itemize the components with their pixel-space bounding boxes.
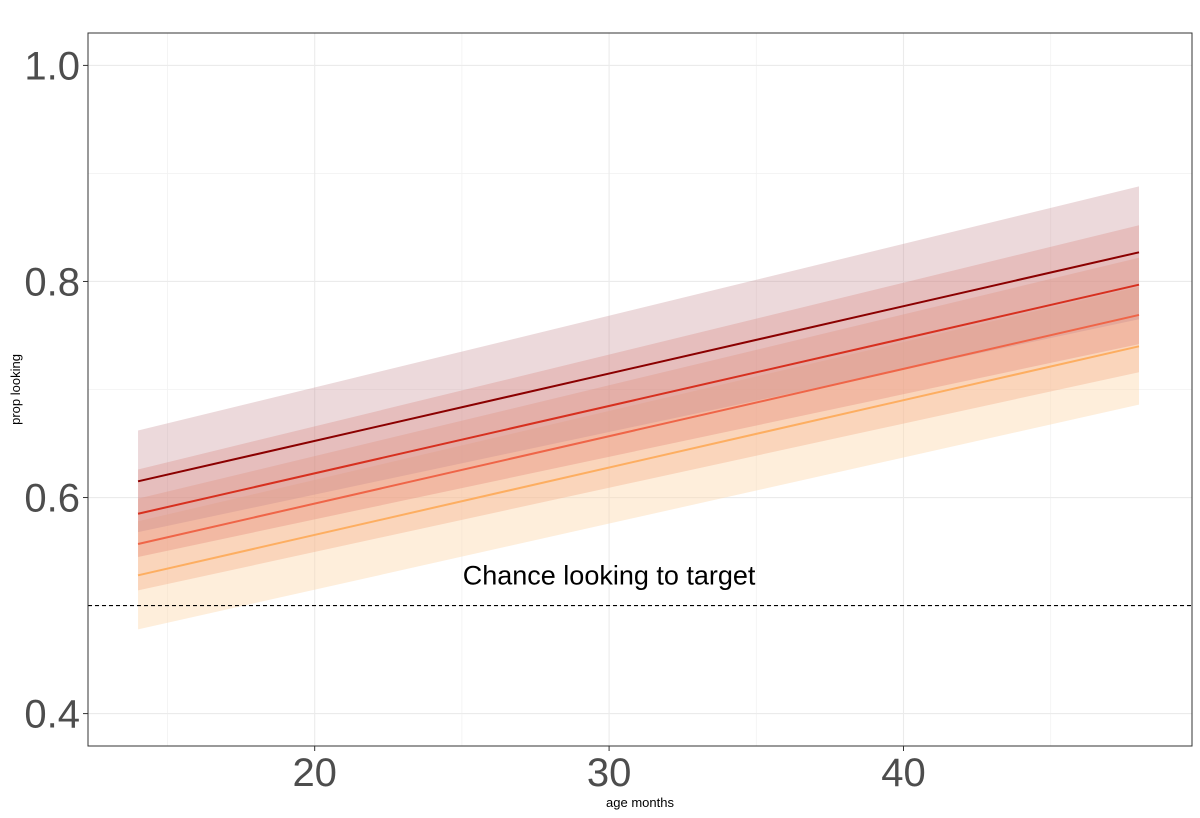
y-axis-title: prop looking: [8, 354, 23, 425]
y-tick-label-0: 0.4: [24, 693, 80, 737]
x-tick-label-1: 30: [587, 751, 632, 795]
plot-panel-border: [87, 32, 1193, 747]
x-tick-label-2: 40: [881, 751, 926, 795]
ci-band-1: [138, 225, 1140, 557]
annotation-chance: Chance looking to target: [463, 560, 756, 590]
x-axis-ticks: 20 30 40: [292, 746, 926, 795]
ci-band-0: [138, 186, 1140, 533]
y-tick-label-1: 0.6: [24, 477, 80, 521]
series-line-3: [137, 345, 1140, 577]
y-tick-label-2: 0.8: [24, 260, 80, 304]
x-axis-title: age months: [606, 795, 674, 810]
x-tick-label-0: 20: [292, 751, 337, 795]
series-line-2: [137, 313, 1140, 545]
series-line-1: [137, 283, 1140, 515]
y-tick-label-3: 1.0: [24, 44, 80, 88]
ci-band-2: [138, 257, 1140, 591]
series-line-0: [137, 251, 1140, 483]
y-axis-ticks: 0.4 0.6 0.8 1.0: [24, 44, 88, 737]
series-lines: [137, 251, 1140, 577]
